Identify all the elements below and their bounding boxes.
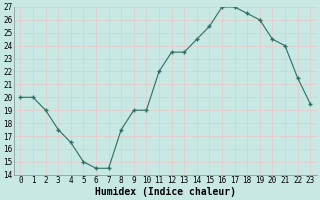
- X-axis label: Humidex (Indice chaleur): Humidex (Indice chaleur): [95, 186, 236, 197]
